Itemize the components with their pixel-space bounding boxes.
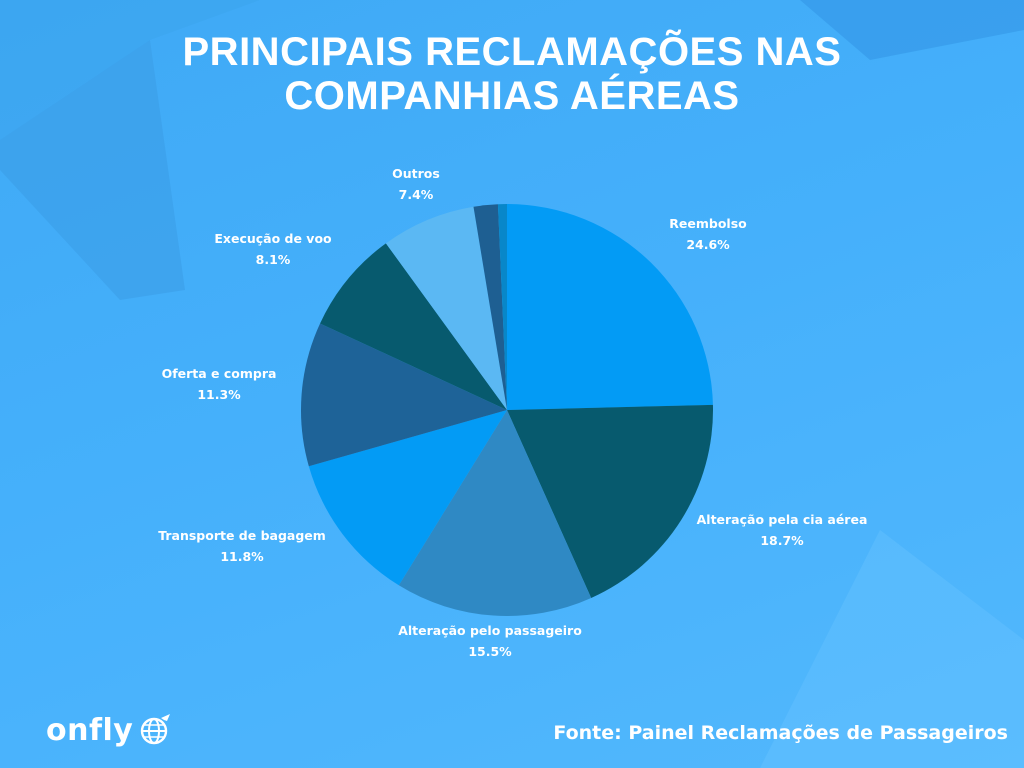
pie-slice-5 [300, 323, 507, 467]
globe-plane-icon [141, 714, 171, 745]
pie-slice-4 [308, 410, 507, 586]
pie-slice-2 [507, 404, 713, 599]
slice-value-1: 24.6% [686, 237, 730, 252]
slice-label-7: Outros [392, 166, 440, 181]
pie-slice-8 [473, 204, 507, 410]
pie-slice-1 [507, 204, 713, 410]
slice-label-1: Reembolso [669, 216, 747, 231]
pie-slice-9 [497, 204, 507, 410]
title-line-1: PRINCIPAIS RECLAMAÇÕES NAS [182, 30, 842, 74]
slice-value-6: 8.1% [256, 252, 291, 267]
slice-value-5: 11.3% [197, 387, 241, 402]
pie-slice-7 [385, 206, 507, 410]
slice-label-2: Alteração pela cia aérea [697, 512, 868, 527]
brand-name: onfly [46, 712, 134, 748]
page-title: PRINCIPAIS RECLAMAÇÕES NAS COMPANHIAS AÉ… [0, 30, 1024, 118]
slice-label-4: Transporte de bagagem [158, 528, 326, 543]
pie-slice-3 [398, 410, 592, 616]
source-caption: Fonte: Painel Reclamações de Passageiros [553, 722, 1008, 744]
slice-label-5: Oferta e compra [162, 366, 277, 381]
onfly-logo: onfly [46, 712, 173, 748]
slice-value-7: 7.4% [399, 187, 434, 202]
slice-label-6: Execução de voo [214, 231, 332, 246]
slice-value-2: 18.7% [760, 533, 804, 548]
title-line-2: COMPANHIAS AÉREAS [284, 74, 740, 118]
pie-slice-6 [320, 243, 507, 410]
slice-value-3: 15.5% [468, 644, 512, 659]
pie-slices [300, 204, 713, 616]
slice-value-4: 11.8% [220, 549, 264, 564]
pie-labels: Reembolso 24.6% Alteração pela cia aérea 18… [158, 166, 867, 659]
slice-label-3: Alteração pelo passageiro [398, 623, 582, 638]
